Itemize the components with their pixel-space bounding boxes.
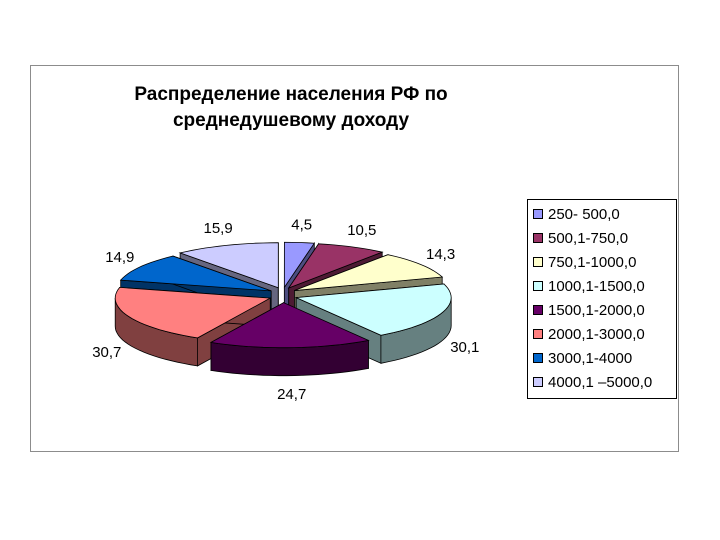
legend-item-8: 4000,1 –5000,0: [533, 371, 652, 393]
legend-item-5: 1500,1-2000,0: [533, 299, 645, 321]
pie-slice-5: [209, 302, 370, 377]
legend-item-1: 250- 500,0: [533, 203, 620, 225]
legend-label: 2000,1-3000,0: [548, 325, 645, 343]
legend-item-2: 500,1-750,0: [533, 227, 628, 249]
data-label-2: 10,5: [347, 222, 376, 239]
legend-label: 4000,1 –5000,0: [548, 373, 653, 391]
legend-swatch: [533, 329, 543, 339]
legend-label: 750,1-1000,0: [548, 253, 637, 271]
legend-swatch: [533, 353, 543, 363]
data-label-6: 30,7: [92, 344, 121, 361]
legend-item-4: 1000,1-1500,0: [533, 275, 645, 297]
legend-item-7: 3000,1-4000: [533, 347, 632, 369]
legend-item-3: 750,1-1000,0: [533, 251, 636, 273]
data-label-4: 30,1: [450, 339, 479, 356]
chart-frame: Распределение населения РФ по среднедуше…: [30, 65, 679, 452]
legend-swatch: [533, 209, 543, 219]
legend-swatch: [533, 281, 543, 291]
legend-swatch: [533, 305, 543, 315]
pie-chart: 4,5 10,5 14,3 30,1 24,7 30,7 14,9 15,9: [92, 216, 479, 403]
legend-swatch: [533, 233, 543, 243]
legend-label: 1500,1-2000,0: [548, 301, 645, 319]
data-label-5: 24,7: [277, 386, 306, 403]
legend-item-6: 2000,1-3000,0: [533, 323, 645, 345]
legend-label: 3000,1-4000: [548, 349, 633, 367]
data-label-7: 14,9: [105, 249, 134, 266]
legend-label: 500,1-750,0: [548, 229, 629, 247]
data-label-8: 15,9: [203, 220, 232, 237]
legend-label: 1000,1-1500,0: [548, 277, 645, 295]
legend-label: 250- 500,0: [548, 205, 620, 223]
chart-title: Распределение населения РФ по среднедуше…: [134, 84, 448, 131]
legend-swatch: [533, 257, 543, 267]
data-label-3: 14,3: [426, 246, 455, 263]
legend-swatch: [533, 377, 543, 387]
legend: 250- 500,0 500,1-750,0 750,1-1000,0 1000,1-…: [527, 199, 677, 399]
data-label-1: 4,5: [291, 216, 312, 233]
